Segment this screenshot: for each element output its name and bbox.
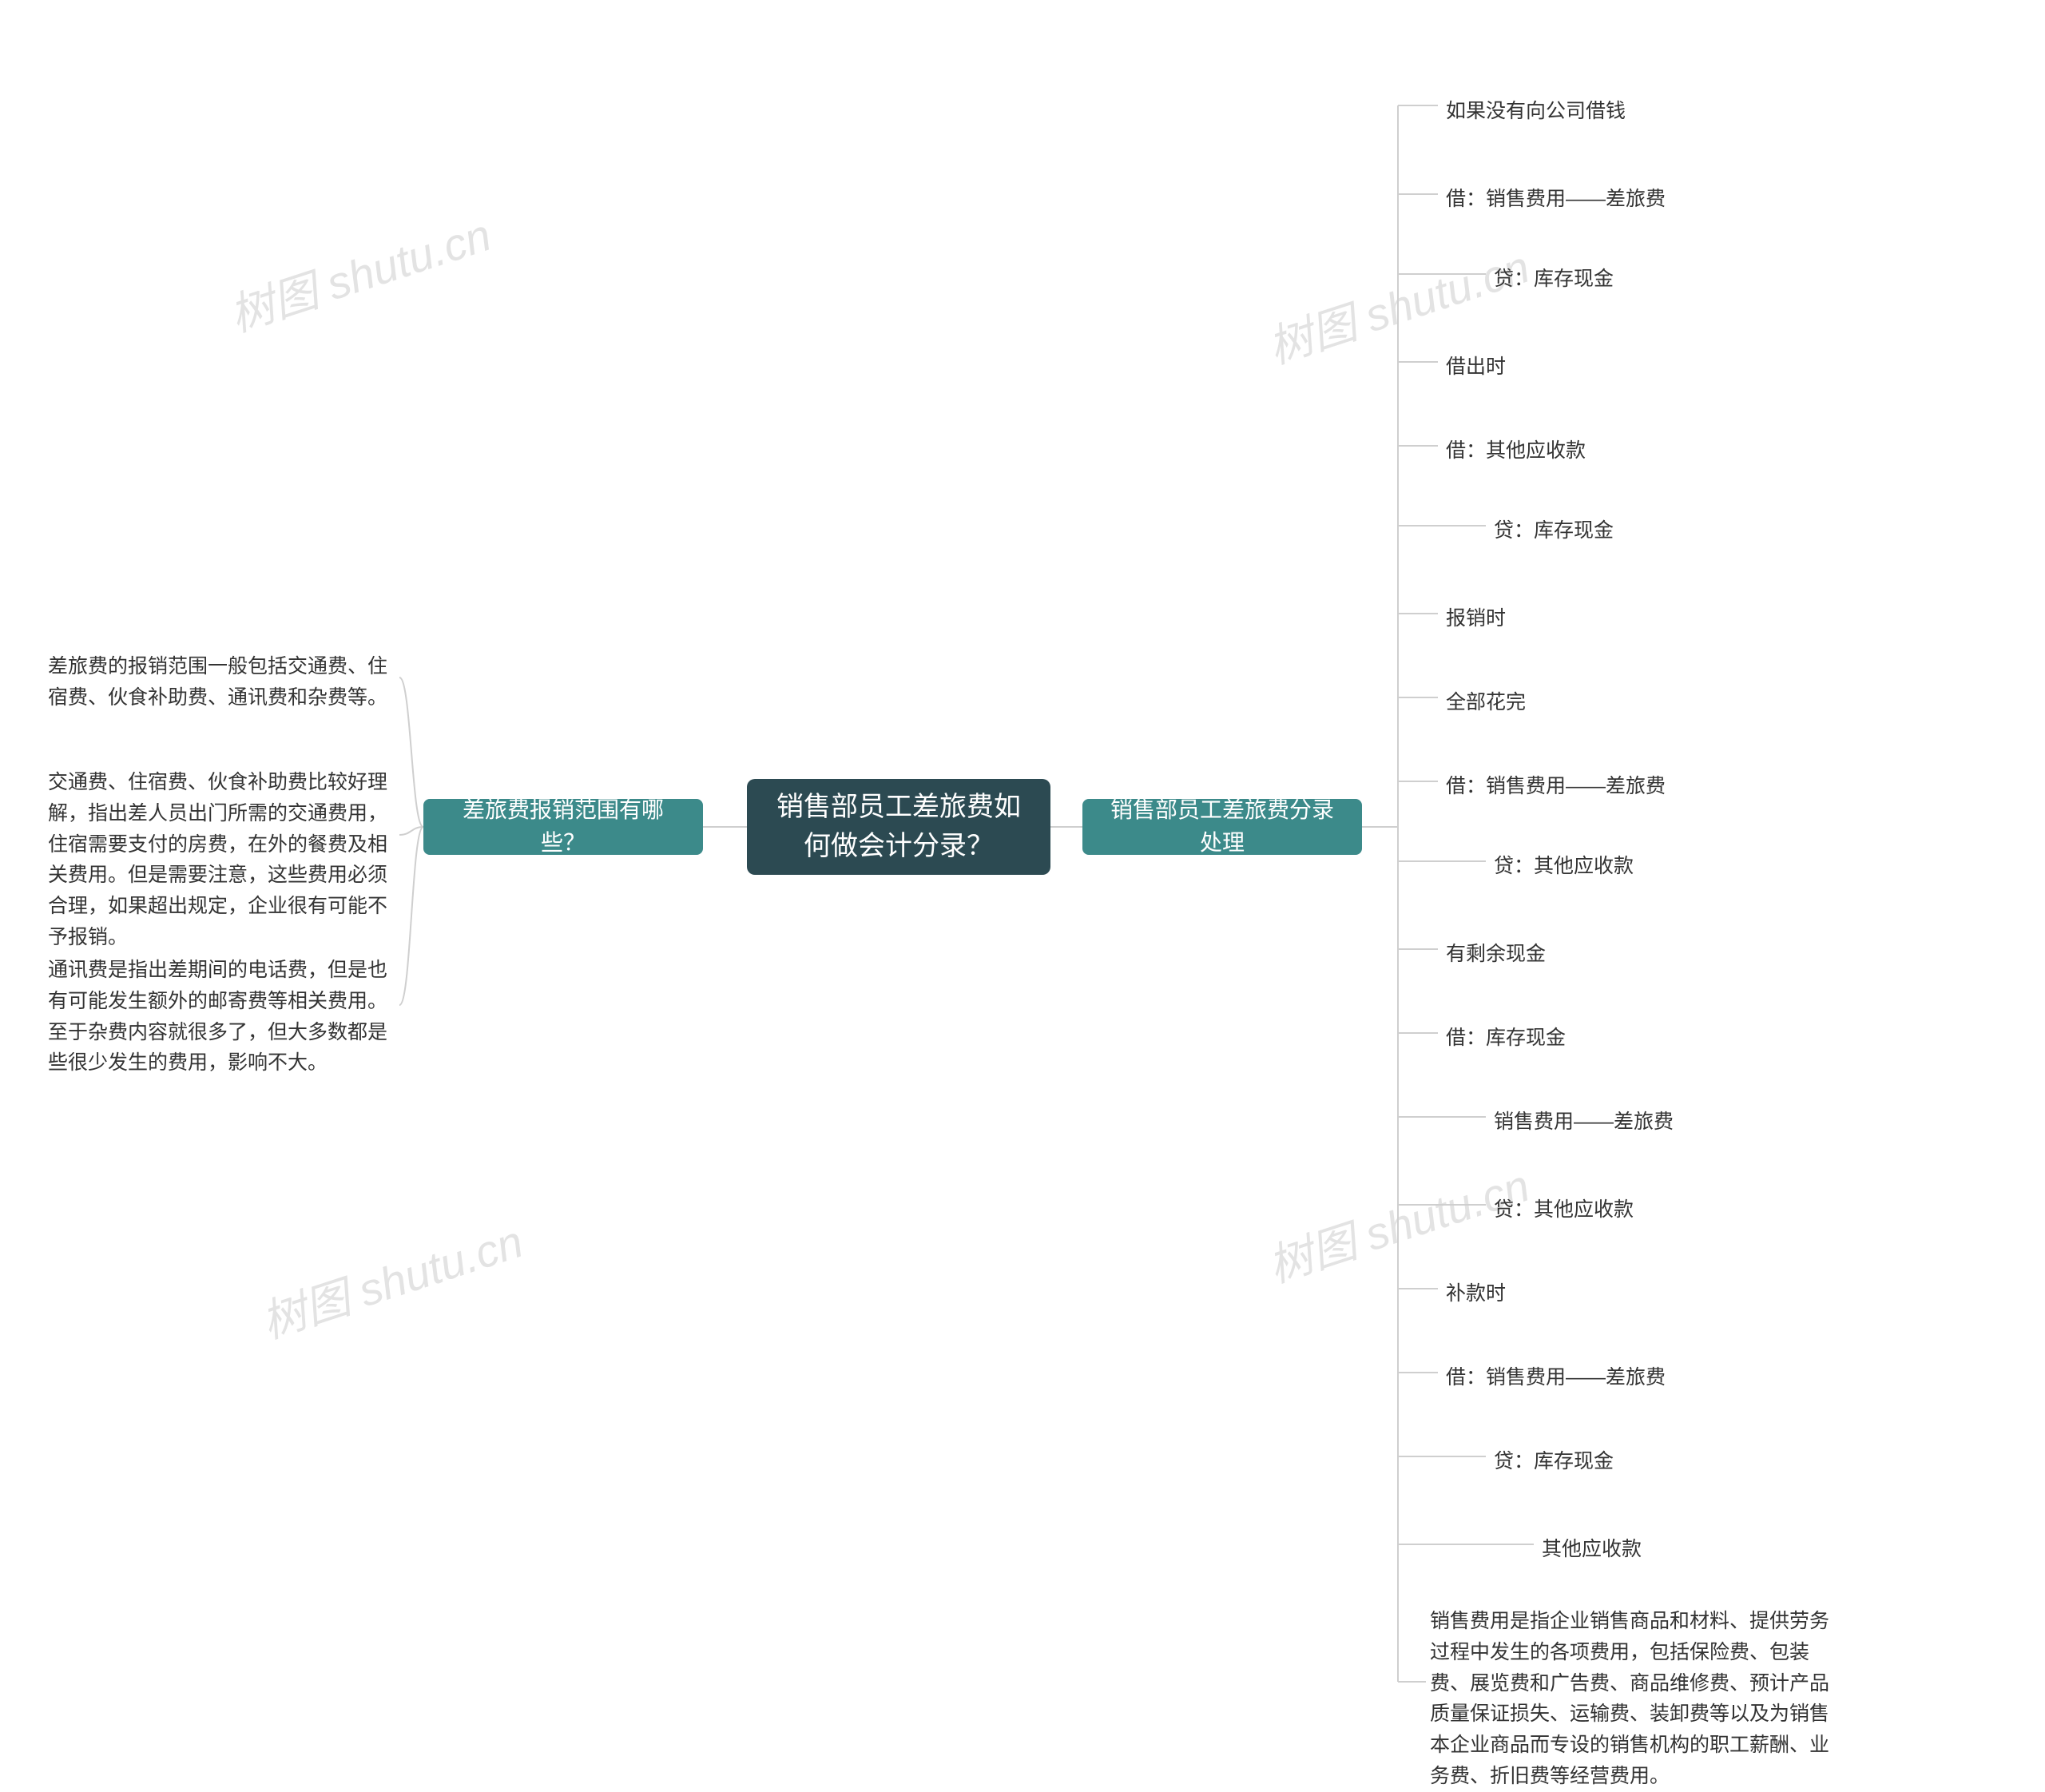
right-leaf: 贷：库存现金	[1494, 515, 1614, 546]
root-label: 销售部员工差旅费如何做会计分录？	[766, 788, 1031, 867]
right-leaf-long: 销售费用是指企业销售商品和材料、提供劳务过程中发生的各项费用，包括保险费、包装费…	[1430, 1606, 1837, 1792]
right-leaf: 销售费用——差旅费	[1494, 1107, 1674, 1138]
right-leaf: 报销时	[1446, 603, 1506, 634]
left-leaf: 交通费、住宿费、伙食补助费比较好理解，指出差人员出门所需的交通费用，住宿需要支付…	[48, 767, 399, 953]
right-leaf: 有剩余现金	[1446, 939, 1546, 970]
right-branch-node[interactable]: 销售部员工差旅费分录处理	[1082, 799, 1362, 855]
right-leaf: 借：其他应收款	[1446, 435, 1586, 467]
right-leaf: 借：销售费用——差旅费	[1446, 184, 1666, 215]
root-node[interactable]: 销售部员工差旅费如何做会计分录？	[747, 779, 1050, 875]
right-leaf: 借：销售费用——差旅费	[1446, 1362, 1666, 1393]
right-leaf: 补款时	[1446, 1278, 1506, 1309]
right-leaf: 贷：库存现金	[1494, 264, 1614, 295]
right-leaf: 贷：其他应收款	[1494, 1194, 1634, 1226]
watermark: 树图 shutu.cn	[252, 1206, 530, 1352]
left-leaf: 通讯费是指出差期间的电话费，但是也有可能发生额外的邮寄费等相关费用。至于杂费内容…	[48, 955, 399, 1079]
watermark: 树图 shutu.cn	[220, 200, 498, 345]
right-leaf: 全部花完	[1446, 687, 1526, 718]
right-leaf: 借出时	[1446, 352, 1506, 383]
left-branch-label: 差旅费报销范围有哪些？	[443, 794, 684, 859]
left-branch-node[interactable]: 差旅费报销范围有哪些？	[423, 799, 703, 855]
right-branch-label: 销售部员工差旅费分录处理	[1102, 794, 1343, 859]
right-leaf: 贷：其他应收款	[1494, 851, 1634, 882]
right-leaf: 如果没有向公司借钱	[1446, 96, 1626, 127]
right-leaf: 贷：库存现金	[1494, 1446, 1614, 1477]
right-leaf: 借：销售费用——差旅费	[1446, 771, 1666, 802]
right-leaf: 其他应收款	[1542, 1534, 1642, 1565]
left-leaf: 差旅费的报销范围一般包括交通费、住宿费、伙食补助费、通讯费和杂费等。	[48, 651, 399, 713]
right-leaf: 借：库存现金	[1446, 1023, 1566, 1054]
